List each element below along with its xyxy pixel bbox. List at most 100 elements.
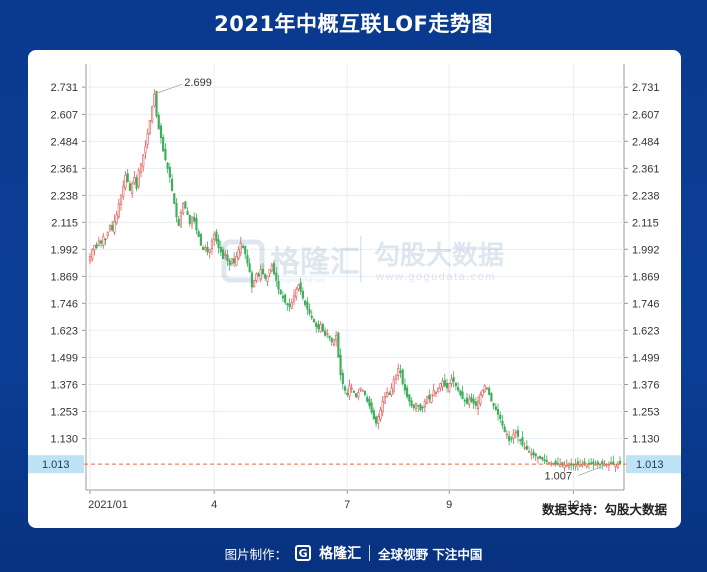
candle-body <box>95 244 98 248</box>
candle-body <box>423 400 426 408</box>
candle-body <box>117 203 120 218</box>
candle-body <box>567 465 571 468</box>
candle-body <box>295 288 298 298</box>
candle-body <box>412 404 415 409</box>
watermark-brand2: 勾股大数据 <box>374 240 504 270</box>
candle-body <box>516 430 520 437</box>
x-tick-label: 9 <box>446 499 452 511</box>
candle-body <box>352 390 355 393</box>
candle-body <box>543 459 546 462</box>
candle-body <box>556 462 559 465</box>
gelonghui-logo-icon: G <box>295 545 312 561</box>
candle-body <box>381 400 384 413</box>
candle-body <box>286 303 289 305</box>
min-annotation: 1.007 <box>544 470 572 482</box>
candle-body <box>366 396 369 402</box>
y-tick-label-right: 2.731 <box>632 82 660 94</box>
candle-body <box>612 461 615 465</box>
candle-body <box>288 303 291 308</box>
candle-body <box>297 284 300 290</box>
candle-body <box>337 332 340 358</box>
candle-body <box>179 212 182 228</box>
min-leader-line <box>578 465 605 476</box>
candle-body <box>574 464 577 467</box>
candle-body <box>104 238 107 241</box>
candle-body <box>521 437 524 446</box>
candle-body <box>224 253 227 256</box>
candle-body <box>170 178 174 191</box>
candle-body <box>401 369 404 384</box>
candle-body <box>514 431 517 434</box>
candle-body <box>139 163 143 173</box>
candle-body <box>357 392 360 398</box>
candle-body <box>454 382 457 387</box>
candle-body <box>359 387 362 390</box>
candle-body <box>142 155 145 167</box>
candle-body <box>346 392 349 395</box>
candle-body <box>264 274 267 279</box>
candle-body <box>461 391 464 400</box>
candle-body <box>244 246 247 255</box>
candle-body <box>111 224 114 231</box>
candle-body <box>146 133 149 145</box>
candle-body <box>255 273 258 281</box>
candle-body <box>485 387 489 390</box>
candle-body <box>277 280 280 290</box>
candle-body <box>113 220 116 233</box>
candle-body <box>230 258 233 264</box>
candle-body <box>219 246 222 253</box>
candle-body <box>481 389 484 396</box>
candle-body <box>492 403 495 406</box>
candle-body <box>133 177 136 184</box>
candle-body <box>530 453 533 456</box>
candle-body <box>184 201 187 209</box>
watermark-brand1: 格隆汇 <box>270 246 360 279</box>
candle-body <box>399 370 402 373</box>
y-tick-label-right: 1.130 <box>632 433 660 445</box>
candle-body <box>235 256 238 266</box>
candle-body <box>257 273 260 277</box>
candle-body <box>350 387 353 390</box>
candle-body <box>370 402 373 413</box>
candle-body <box>250 272 253 288</box>
candle-body <box>559 464 562 468</box>
candle-body <box>268 269 271 275</box>
candle-body <box>386 392 389 398</box>
y-tick-label-left: 1.376 <box>50 380 78 392</box>
candle-body <box>100 240 103 244</box>
y-tick-label-right: 2.484 <box>632 136 660 148</box>
candle-body <box>157 115 160 130</box>
y-axis-right: 2.731 2.607 2.484 2.361 2.238 2.115 1.992 1.869… <box>624 82 660 445</box>
y-tick-label-right: 2.361 <box>632 163 660 175</box>
y-tick-label-left: 1.746 <box>50 298 78 310</box>
footer-made-by: 图片制作： <box>224 546 288 562</box>
candle-body <box>448 383 451 392</box>
candle-body <box>550 463 553 466</box>
x-tick-label: 7 <box>344 499 350 511</box>
candle-body <box>406 387 409 398</box>
candle-body <box>182 203 185 214</box>
current-value-label-left: 1.013 <box>42 459 70 471</box>
candle-body <box>363 391 367 395</box>
candle-body <box>374 416 378 424</box>
candle-body <box>434 392 438 394</box>
candle-body <box>137 170 140 187</box>
candle-body <box>186 211 189 215</box>
candle-body <box>452 377 455 382</box>
candle-body <box>468 398 471 405</box>
y-tick-label-left: 1.130 <box>50 433 78 445</box>
candle-body <box>246 255 249 264</box>
candle-body <box>279 289 282 294</box>
candle-body <box>317 324 320 330</box>
candle-body <box>177 218 180 226</box>
candle-body <box>188 214 191 224</box>
candle-body <box>457 386 460 391</box>
candle-body <box>525 445 528 450</box>
candle-body <box>124 174 127 189</box>
candle-body <box>474 401 477 406</box>
candle-body <box>301 290 304 299</box>
y-tick-label-left: 2.361 <box>50 163 78 175</box>
candle-body <box>510 437 513 440</box>
candle-body <box>197 231 200 237</box>
candle-body <box>126 173 129 183</box>
